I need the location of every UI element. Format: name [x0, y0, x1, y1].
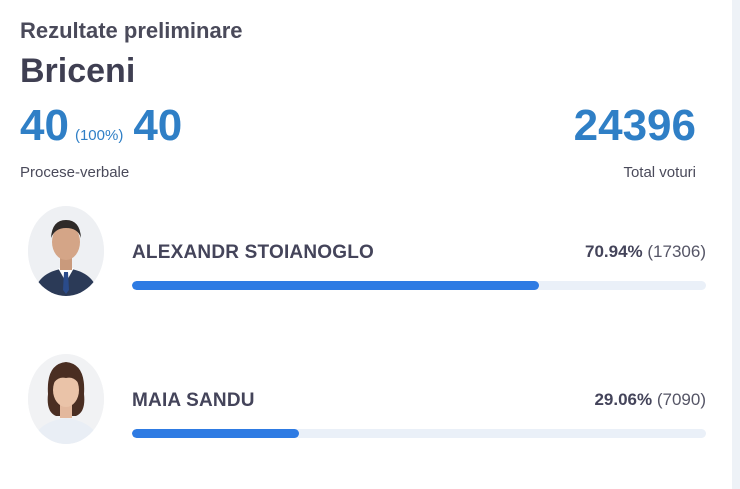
candidate-row: ALEXANDR STOIANOGLO 70.94% (17306)	[28, 206, 706, 301]
candidate-votes: (7090)	[656, 390, 706, 409]
candidate-percentage: 70.94%	[584, 242, 643, 261]
candidate-result: 70.94% (17306)	[585, 242, 706, 262]
protocols-count-row: 40 (100%) 40	[20, 104, 182, 148]
processed-percentage: (100%)	[74, 127, 124, 144]
candidate-votes: (17306)	[647, 242, 706, 261]
candidate-result: 29.06% (7090)	[594, 390, 706, 410]
candidate-name: MAIA SANDU	[132, 390, 255, 411]
total-votes-count: 24396	[573, 101, 696, 150]
candidate-row: MAIA SANDU 29.06% (7090)	[28, 354, 706, 449]
candidate-name: ALEXANDR STOIANOGLO	[132, 242, 375, 263]
protocols-label: Procese-verbale	[20, 164, 130, 181]
candidate-avatar-photo	[28, 354, 104, 444]
woman-portrait-icon	[28, 354, 104, 444]
processed-protocols-count: 40	[20, 101, 69, 150]
results-subtitle: Rezultate preliminare	[20, 18, 243, 43]
right-edge-strip	[732, 0, 740, 489]
vote-share-bar-fill	[132, 429, 299, 438]
stats-panel: 40 (100%) 40 Procese-verbale 24396 Total…	[20, 104, 696, 194]
candidate-avatar-photo	[28, 206, 104, 296]
vote-share-bar-track	[132, 429, 706, 438]
vote-share-bar-fill	[132, 281, 540, 290]
candidate-percentage: 29.06%	[594, 390, 653, 409]
region-title: Briceni	[20, 52, 136, 90]
total-protocols-count: 40	[133, 101, 183, 150]
vote-share-bar-track	[132, 281, 706, 290]
total-votes-label: Total voturi	[623, 164, 696, 181]
man-portrait-icon	[28, 206, 104, 296]
